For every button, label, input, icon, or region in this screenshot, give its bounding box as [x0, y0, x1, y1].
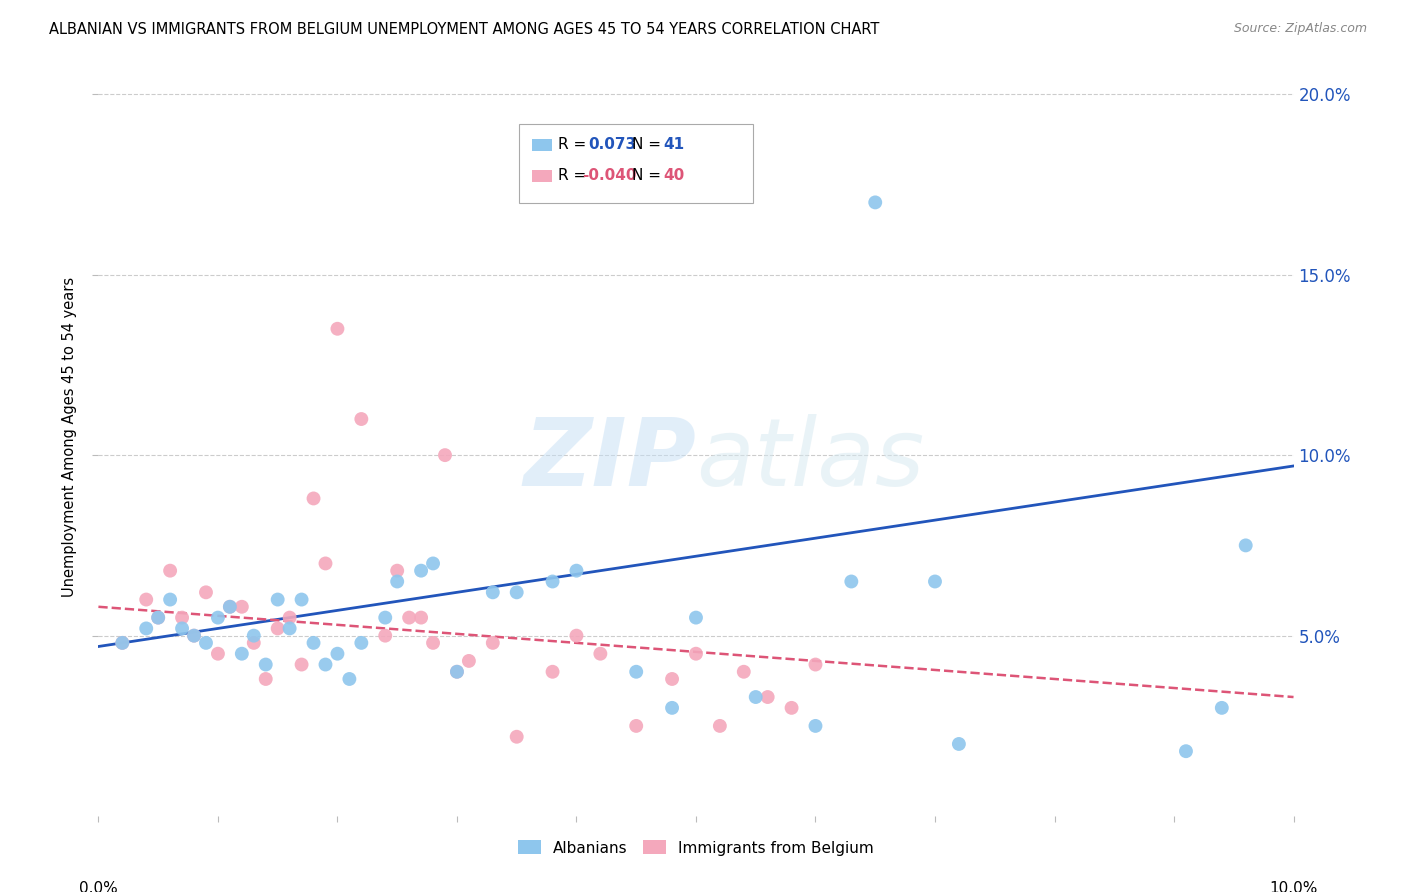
Point [422, 636, 444, 650]
Point [111, 636, 134, 650]
Point [254, 672, 277, 686]
Point [685, 647, 707, 661]
Text: R =: R = [558, 137, 592, 153]
Text: 40: 40 [662, 169, 685, 183]
Text: 0.073: 0.073 [589, 137, 637, 153]
Point [339, 672, 361, 686]
Point [411, 610, 433, 624]
Text: R =: R = [558, 169, 592, 183]
Point [626, 719, 648, 733]
Point [733, 665, 755, 679]
Point [254, 657, 277, 672]
Point [267, 622, 290, 636]
Point [291, 592, 314, 607]
Point [326, 322, 349, 336]
Point [434, 448, 457, 462]
Text: Source: ZipAtlas.com: Source: ZipAtlas.com [1233, 22, 1367, 36]
Point [302, 636, 325, 650]
Point [267, 592, 290, 607]
Point [1234, 538, 1257, 552]
Point [159, 592, 181, 607]
Point [315, 657, 337, 672]
Point [506, 730, 529, 744]
Y-axis label: Unemployment Among Ages 45 to 54 years: Unemployment Among Ages 45 to 54 years [62, 277, 77, 597]
Point [148, 610, 170, 624]
Point [756, 690, 779, 704]
Point [195, 636, 218, 650]
Text: atlas: atlas [696, 414, 924, 506]
Point [243, 629, 266, 643]
Point [482, 636, 505, 650]
Point [482, 585, 505, 599]
Point [135, 622, 157, 636]
Point [398, 610, 420, 624]
Point [804, 657, 827, 672]
Legend: Albanians, Immigrants from Belgium: Albanians, Immigrants from Belgium [512, 834, 880, 862]
Text: 41: 41 [662, 137, 683, 153]
Point [841, 574, 863, 589]
Point [565, 564, 588, 578]
Point [422, 557, 444, 571]
Point [804, 719, 827, 733]
Text: ZIP: ZIP [523, 414, 696, 506]
Point [243, 636, 266, 650]
Point [315, 557, 337, 571]
Point [780, 701, 803, 715]
Point [661, 672, 683, 686]
Point [219, 599, 242, 614]
Point [745, 690, 768, 704]
Point [506, 585, 529, 599]
Text: N =: N = [633, 137, 666, 153]
Point [385, 574, 409, 589]
Point [1211, 701, 1233, 715]
Point [183, 629, 205, 643]
Point [350, 636, 373, 650]
Point [541, 665, 564, 679]
Point [446, 665, 468, 679]
Point [159, 564, 181, 578]
Text: 10.0%: 10.0% [1270, 881, 1317, 892]
Point [350, 412, 373, 426]
Point [685, 610, 707, 624]
Point [291, 657, 314, 672]
Point [172, 610, 194, 624]
Point [231, 647, 253, 661]
Point [219, 599, 242, 614]
Point [1175, 744, 1198, 758]
Point [135, 592, 157, 607]
Point [148, 610, 170, 624]
Point [231, 599, 253, 614]
Point [446, 665, 468, 679]
Text: N =: N = [633, 169, 666, 183]
Point [565, 629, 588, 643]
Text: -0.040: -0.040 [582, 169, 637, 183]
Point [207, 610, 229, 624]
Point [195, 585, 218, 599]
Point [541, 574, 564, 589]
Point [709, 719, 731, 733]
Point [172, 622, 194, 636]
Point [278, 610, 301, 624]
Point [183, 629, 205, 643]
Point [385, 564, 409, 578]
Point [411, 564, 433, 578]
Point [948, 737, 970, 751]
Point [458, 654, 481, 668]
Point [661, 701, 683, 715]
Point [302, 491, 325, 506]
Point [924, 574, 946, 589]
Point [326, 647, 349, 661]
Point [111, 636, 134, 650]
Point [865, 195, 887, 210]
Text: ALBANIAN VS IMMIGRANTS FROM BELGIUM UNEMPLOYMENT AMONG AGES 45 TO 54 YEARS CORRE: ALBANIAN VS IMMIGRANTS FROM BELGIUM UNEM… [49, 22, 880, 37]
Point [589, 647, 612, 661]
Point [207, 647, 229, 661]
Point [374, 610, 396, 624]
Point [278, 622, 301, 636]
Point [374, 629, 396, 643]
Point [626, 665, 648, 679]
Text: 0.0%: 0.0% [79, 881, 118, 892]
